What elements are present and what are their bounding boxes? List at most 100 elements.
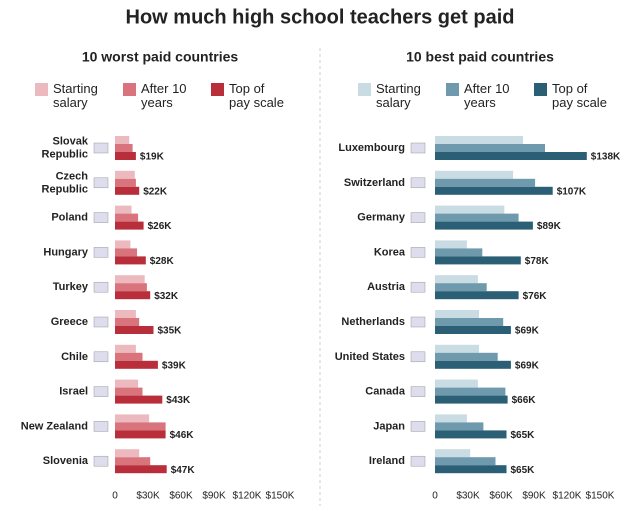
- text-line: Republic: [42, 148, 88, 160]
- category-label: Korea: [374, 246, 406, 258]
- bar: [115, 360, 158, 369]
- category-label: Turkey: [53, 281, 89, 293]
- bar: [435, 240, 467, 249]
- category-label: Ireland: [369, 455, 405, 467]
- bar: [115, 310, 136, 318]
- text-line: Slovenia: [43, 455, 89, 467]
- legend-swatch: [211, 83, 224, 96]
- bar: [115, 457, 151, 466]
- text-line: New Zealand: [21, 420, 88, 432]
- bar: [115, 213, 139, 222]
- flag: [93, 142, 109, 154]
- legend-label: After 10 years: [464, 81, 510, 110]
- value-label: $32K: [154, 291, 179, 302]
- value-label: $76K: [523, 291, 548, 302]
- category-label: Greece: [51, 316, 88, 328]
- bar: [115, 256, 146, 265]
- flag: [93, 351, 109, 363]
- legend-label: After 10 years: [141, 81, 187, 110]
- text-line: Korea: [374, 246, 406, 258]
- value-label: $26K: [148, 221, 173, 232]
- text-line: Israel: [59, 386, 88, 398]
- flag: [410, 455, 426, 467]
- legend-label: Starting salary: [376, 81, 421, 110]
- x-tick-label: $60K: [169, 491, 193, 502]
- legend-label: Starting salary: [53, 81, 98, 110]
- bar: [115, 283, 147, 292]
- value-label: $22K: [143, 186, 168, 197]
- category-label: Poland: [51, 212, 88, 224]
- flag: [410, 351, 426, 363]
- text-line: Germany: [357, 212, 406, 224]
- bar: [115, 275, 145, 284]
- text-line: Top of: [229, 81, 265, 96]
- bar: [435, 170, 514, 179]
- bar: [435, 379, 478, 388]
- bar: [115, 387, 143, 396]
- flag: [93, 386, 109, 397]
- flag: [410, 212, 426, 223]
- value-label: $138K: [591, 152, 621, 163]
- bar: [115, 318, 140, 326]
- value-label: $89K: [537, 221, 562, 232]
- category-label: United States: [335, 351, 405, 363]
- bar: [115, 430, 166, 439]
- flag: [93, 281, 109, 293]
- bar: [115, 414, 150, 423]
- text-line: pay scale: [229, 95, 284, 110]
- x-tick-label: $90K: [202, 491, 226, 502]
- legend-swatch: [446, 83, 459, 96]
- category-label: Luxembourg: [338, 142, 405, 154]
- bar: [435, 360, 511, 369]
- bar: [435, 318, 504, 326]
- flag: [410, 281, 426, 293]
- text-line: years: [141, 95, 173, 110]
- value-label: $39K: [162, 360, 187, 371]
- bar: [115, 326, 154, 334]
- bar: [115, 186, 140, 195]
- category-label: Chile: [61, 351, 88, 363]
- text-line: Hungary: [43, 246, 89, 258]
- bar: [115, 248, 137, 257]
- page-title: How much high school teachers get paid: [126, 6, 515, 28]
- legend-swatch: [35, 83, 48, 96]
- value-label: $47K: [171, 465, 196, 476]
- text-line: Luxembourg: [338, 142, 405, 154]
- flag: [93, 421, 109, 432]
- flag: [410, 316, 426, 328]
- bar: [115, 136, 130, 144]
- flag: [93, 177, 109, 189]
- legend-swatch: [358, 83, 371, 96]
- text-line: salary: [53, 95, 88, 110]
- bar: [435, 395, 508, 404]
- bar: [435, 344, 479, 353]
- legend-swatch: [534, 83, 547, 96]
- x-tick-label: $120K: [233, 491, 262, 502]
- bar: [435, 457, 496, 466]
- text-line: pay scale: [552, 95, 607, 110]
- value-label: $69K: [515, 360, 540, 371]
- category-label: Slovak Republic: [42, 135, 89, 160]
- text-line: Japan: [373, 420, 405, 432]
- x-tick-label: $150K: [266, 491, 295, 502]
- flag: [410, 247, 426, 258]
- bar: [115, 291, 151, 300]
- bar: [435, 205, 505, 214]
- text-line: After 10: [141, 81, 187, 96]
- bar: [435, 221, 533, 230]
- bar: [435, 283, 487, 292]
- bar: [115, 379, 139, 388]
- bar: [115, 221, 144, 230]
- bar: [435, 291, 519, 300]
- text-line: salary: [376, 95, 411, 110]
- text-line: Starting: [376, 81, 421, 96]
- legend-label: Top of pay scale: [229, 81, 284, 110]
- text-line: Netherlands: [341, 316, 405, 328]
- text-line: Starting: [53, 81, 98, 96]
- text-line: Austria: [367, 281, 406, 293]
- value-label: $66K: [512, 395, 537, 406]
- bar: [435, 352, 498, 361]
- bar: [435, 326, 511, 334]
- bar: [115, 240, 131, 249]
